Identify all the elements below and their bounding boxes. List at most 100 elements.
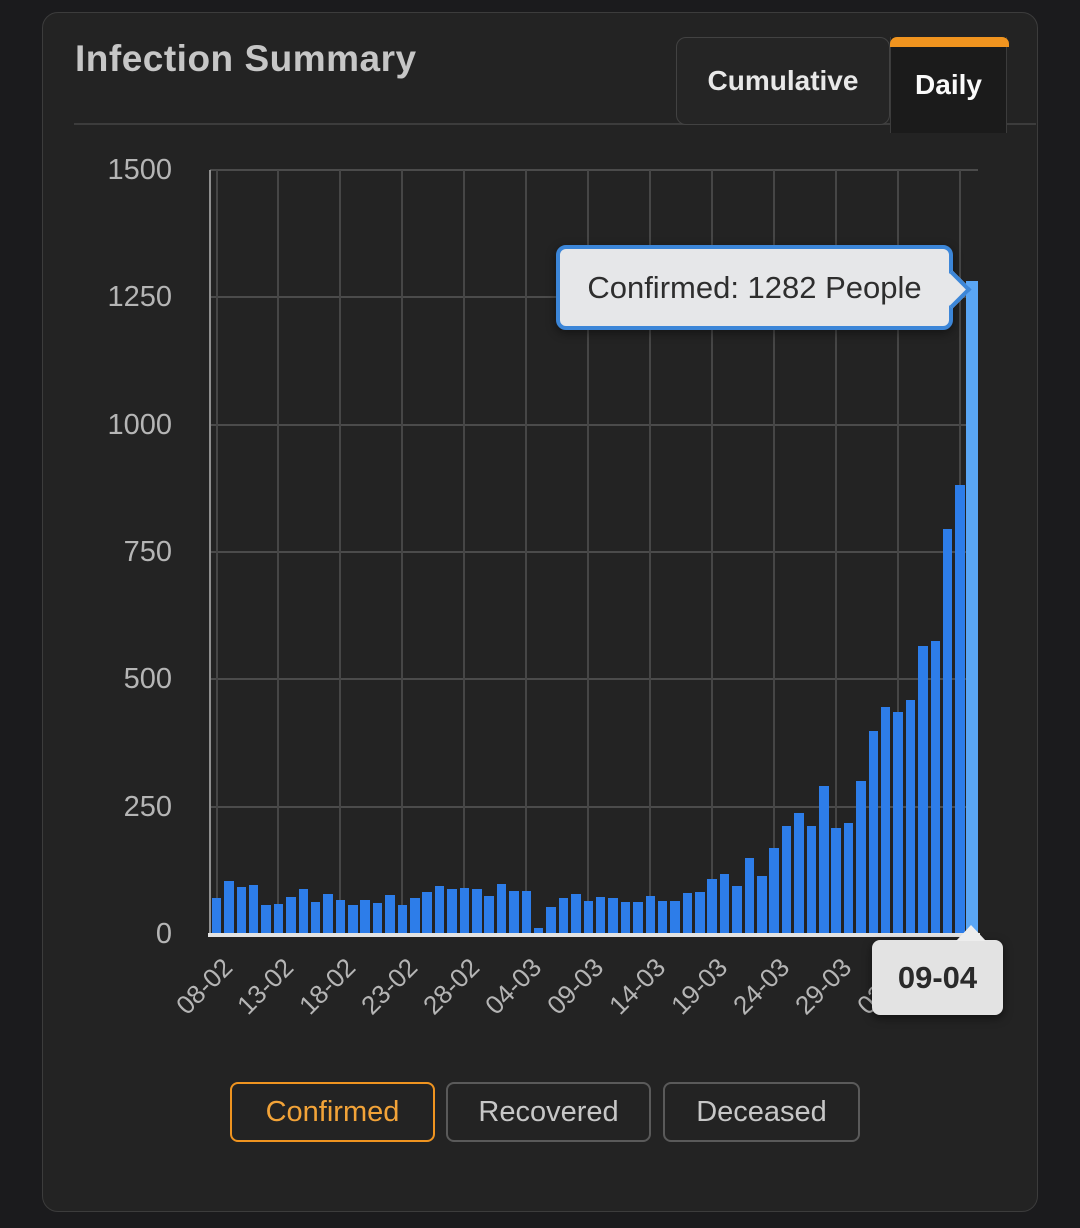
bar[interactable] xyxy=(695,891,705,934)
bar[interactable] xyxy=(633,901,643,934)
v-gridline xyxy=(215,170,218,934)
chart-plot-area[interactable] xyxy=(210,169,979,934)
bar[interactable] xyxy=(236,886,247,934)
bar[interactable] xyxy=(273,904,284,934)
page-title: Infection Summary xyxy=(75,38,417,79)
bar[interactable] xyxy=(657,900,668,934)
bar[interactable] xyxy=(509,891,519,934)
v-gridline xyxy=(587,170,590,934)
bar[interactable] xyxy=(434,886,445,934)
bar[interactable] xyxy=(880,707,891,934)
bar[interactable] xyxy=(918,646,928,934)
tab-daily-label: Daily xyxy=(915,69,982,100)
bar[interactable] xyxy=(794,813,804,934)
deceased-button[interactable]: Deceased xyxy=(663,1082,860,1142)
v-gridline xyxy=(773,170,776,934)
tab-cumulative[interactable]: Cumulative xyxy=(676,37,890,125)
bar[interactable] xyxy=(942,529,953,934)
bar[interactable] xyxy=(261,904,271,934)
bar[interactable] xyxy=(211,898,222,934)
bar[interactable] xyxy=(484,895,494,934)
confirmed-button-label: Confirmed xyxy=(265,1095,400,1128)
bar[interactable] xyxy=(719,873,730,934)
bar[interactable] xyxy=(732,885,742,934)
bar[interactable] xyxy=(781,825,792,934)
infection-summary-card xyxy=(42,12,1038,1212)
y-axis-line xyxy=(209,170,211,934)
bar[interactable] xyxy=(546,906,556,934)
bar[interactable] xyxy=(286,897,296,934)
tooltip-date-label: 09-04 xyxy=(872,925,1003,1015)
bar[interactable] xyxy=(533,928,544,934)
h-gridline xyxy=(210,551,978,553)
bar[interactable] xyxy=(930,640,941,934)
h-gridline xyxy=(210,805,978,808)
tooltip-text: Confirmed: 1282 People xyxy=(587,269,922,305)
bar[interactable] xyxy=(571,894,581,934)
bar[interactable] xyxy=(410,897,420,934)
bar[interactable] xyxy=(620,901,631,934)
active-tab-indicator xyxy=(890,37,1009,47)
y-tick-label: 1250 xyxy=(107,281,172,314)
bar[interactable] xyxy=(472,888,482,934)
bar[interactable] xyxy=(583,900,594,934)
v-gridline xyxy=(463,170,466,934)
bar[interactable] xyxy=(744,858,755,934)
bar[interactable] xyxy=(670,900,680,934)
bar[interactable] xyxy=(608,898,618,934)
y-tick-label: 500 xyxy=(123,663,172,696)
v-gridline xyxy=(649,170,652,934)
confirmed-button[interactable]: Confirmed xyxy=(230,1082,435,1142)
date-label-notch xyxy=(956,925,986,941)
bar[interactable] xyxy=(856,781,866,934)
bar[interactable] xyxy=(806,825,817,934)
recovered-button-label: Recovered xyxy=(478,1095,619,1128)
y-tick-label: 1500 xyxy=(107,154,172,186)
bar[interactable] xyxy=(769,847,779,934)
bar[interactable] xyxy=(843,822,854,934)
bar[interactable] xyxy=(595,897,606,934)
y-tick-label: 0 xyxy=(155,918,172,950)
v-gridline xyxy=(525,170,528,934)
bar[interactable] xyxy=(385,895,395,934)
h-gridline xyxy=(210,169,978,171)
bar[interactable] xyxy=(757,875,767,934)
bar[interactable] xyxy=(422,892,432,934)
bar[interactable] xyxy=(955,484,965,934)
h-gridline xyxy=(210,678,978,681)
bar[interactable] xyxy=(298,889,308,934)
bar[interactable] xyxy=(707,879,717,934)
bar[interactable] xyxy=(335,900,346,934)
v-gridline xyxy=(401,170,404,934)
bar[interactable] xyxy=(893,711,903,934)
h-gridline xyxy=(210,423,978,426)
bar[interactable] xyxy=(496,883,507,934)
v-gridline xyxy=(711,170,714,934)
v-gridline xyxy=(277,170,280,934)
bar[interactable] xyxy=(905,700,916,934)
bar[interactable] xyxy=(645,896,656,934)
bar[interactable] xyxy=(397,904,408,934)
bar-highlighted[interactable] xyxy=(966,281,979,934)
bar[interactable] xyxy=(521,891,532,934)
bar[interactable] xyxy=(360,900,370,934)
recovered-button[interactable]: Recovered xyxy=(446,1082,651,1142)
bar[interactable] xyxy=(558,897,569,934)
bar[interactable] xyxy=(459,887,470,934)
bar[interactable] xyxy=(323,894,333,934)
bar[interactable] xyxy=(372,903,383,934)
bar[interactable] xyxy=(819,785,829,934)
y-tick-label: 250 xyxy=(123,790,172,823)
bar[interactable] xyxy=(868,731,879,934)
date-label-text: 09-04 xyxy=(897,959,978,995)
bar[interactable] xyxy=(348,905,358,934)
bar[interactable] xyxy=(447,888,457,934)
bar[interactable] xyxy=(682,892,693,934)
header-divider xyxy=(74,123,1036,125)
bar[interactable] xyxy=(248,885,259,934)
bar[interactable] xyxy=(831,828,841,934)
bar[interactable] xyxy=(224,881,234,934)
chart-tooltip: Confirmed: 1282 People xyxy=(556,245,972,330)
tab-daily[interactable]: Daily xyxy=(890,37,1009,133)
bar[interactable] xyxy=(310,902,321,934)
